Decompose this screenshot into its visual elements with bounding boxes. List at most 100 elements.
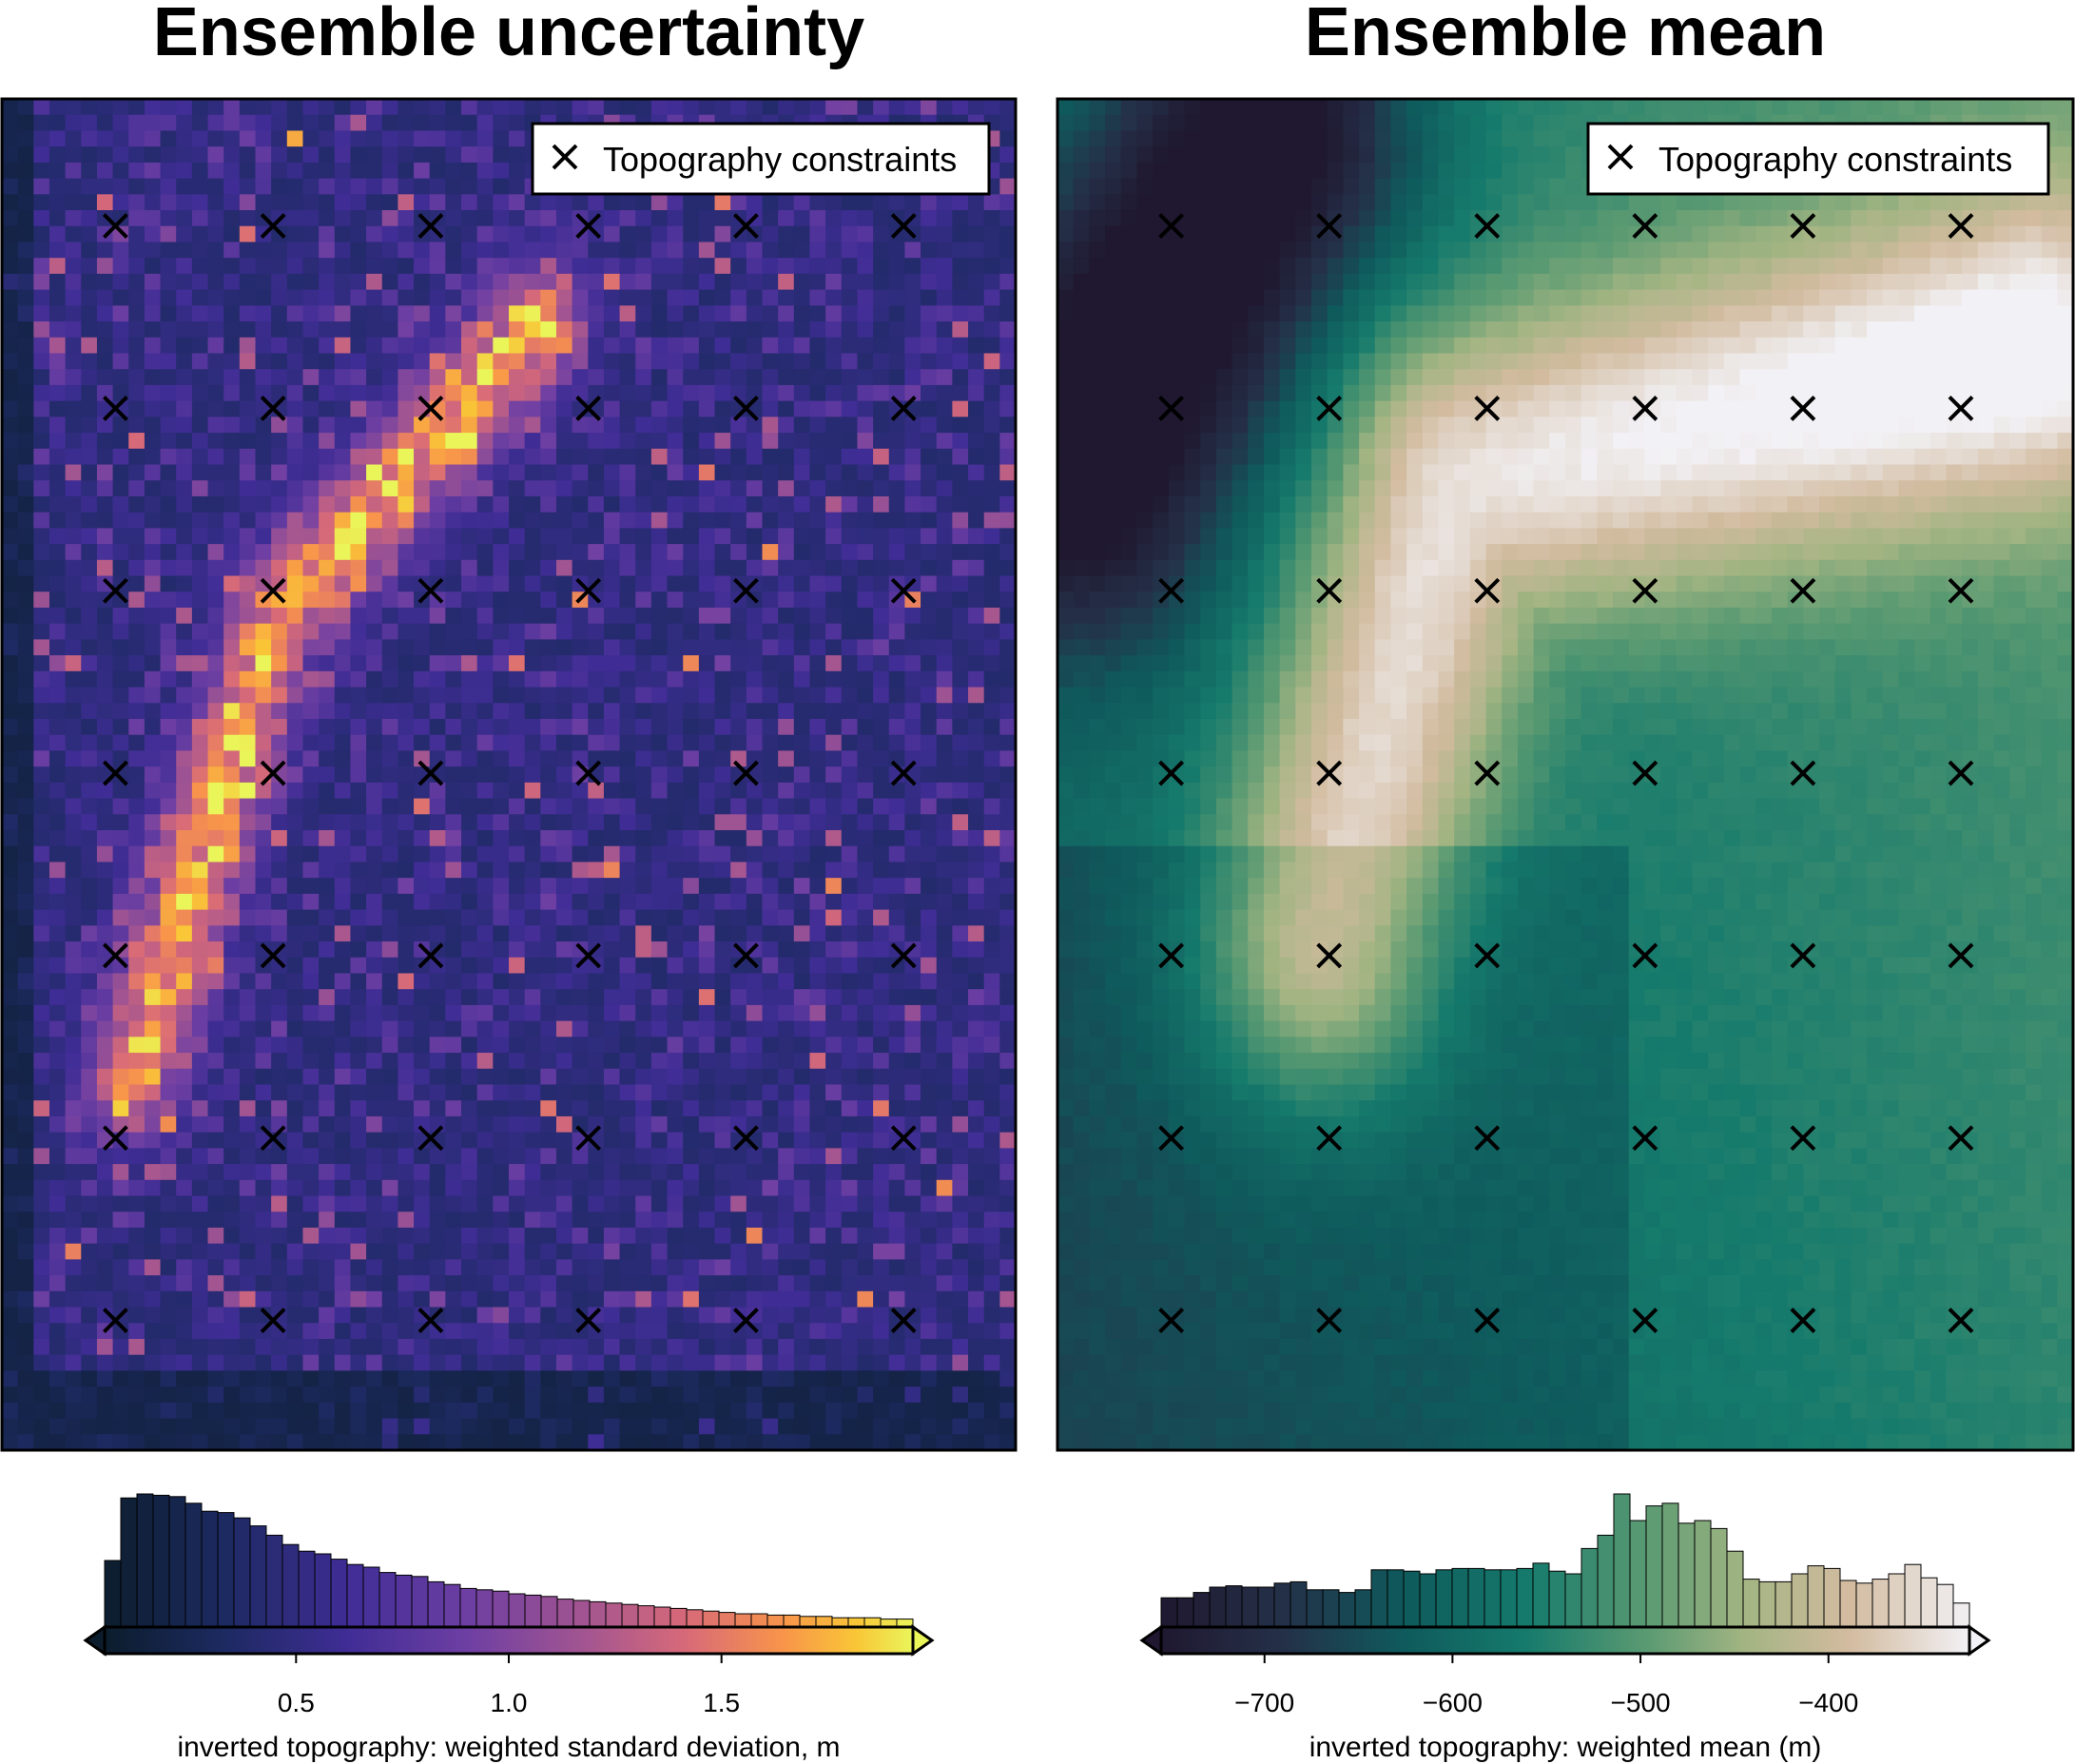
- uncertainty-cell: [714, 559, 731, 577]
- uncertainty-cell: [33, 1290, 50, 1308]
- uncertainty-cell: [65, 607, 82, 625]
- uncertainty-cell: [841, 210, 859, 227]
- uncertainty-cell: [461, 114, 478, 132]
- uncertainty-cell: [445, 782, 462, 800]
- uncertainty-cell: [762, 384, 779, 402]
- uncertainty-cell: [809, 448, 826, 466]
- uncertainty-cell: [619, 99, 636, 116]
- uncertainty-cell: [952, 830, 969, 847]
- uncertainty-cell: [793, 400, 811, 417]
- uncertainty-cell: [96, 941, 114, 959]
- uncertainty-cell: [81, 862, 98, 879]
- uncertainty-cell: [2, 941, 19, 959]
- uncertainty-cell: [524, 1323, 541, 1340]
- uncertainty-cell: [319, 1243, 336, 1260]
- uncertainty-cell: [334, 1290, 352, 1308]
- uncertainty-cell: [144, 862, 162, 879]
- uncertainty-cell: [381, 225, 399, 243]
- uncertainty-cell: [160, 862, 177, 879]
- uncertainty-cell: [778, 480, 795, 497]
- uncertainty-cell: [667, 464, 684, 481]
- uncertainty-cell: [207, 210, 224, 227]
- uncertainty-cell: [144, 146, 162, 164]
- uncertainty-cell: [667, 273, 684, 291]
- uncertainty-cell: [619, 1290, 636, 1308]
- uncertainty-cell: [239, 258, 257, 275]
- uncertainty-cell: [841, 1115, 859, 1134]
- uncertainty-cell: [714, 1004, 731, 1022]
- uncertainty-cell: [540, 289, 557, 306]
- uncertainty-cell: [555, 1164, 573, 1181]
- uncertainty-cell: [2, 448, 19, 466]
- uncertainty-cell: [572, 989, 589, 1006]
- uncertainty-cell: [667, 1275, 684, 1292]
- uncertainty-cell: [667, 305, 684, 322]
- uncertainty-cell: [793, 1275, 811, 1292]
- uncertainty-cell: [366, 559, 383, 577]
- uncertainty-cell: [572, 1307, 589, 1324]
- uncertainty-cell: [667, 607, 684, 625]
- uncertainty-cell: [809, 575, 826, 592]
- uncertainty-cell: [778, 575, 795, 592]
- uncertainty-cell: [873, 1100, 890, 1117]
- uncertainty-cell: [286, 194, 304, 211]
- uncertainty-cell: [952, 225, 969, 243]
- uncertainty-cell: [319, 417, 336, 434]
- uncertainty-cell: [888, 1195, 906, 1212]
- uncertainty-cell: [619, 1068, 636, 1086]
- uncertainty-cell: [921, 1243, 938, 1260]
- uncertainty-cell: [968, 417, 985, 434]
- uncertainty-cell: [635, 830, 652, 847]
- uncertainty-cell: [572, 353, 589, 370]
- uncertainty-cell: [936, 337, 953, 355]
- uncertainty-cell: [793, 225, 811, 243]
- uncertainty-cell: [445, 623, 462, 640]
- uncertainty-cell: [555, 369, 573, 386]
- uncertainty-cell: [81, 369, 98, 386]
- uncertainty-cell: [160, 703, 177, 720]
- uncertainty-cell: [366, 1084, 383, 1101]
- uncertainty-cell: [730, 448, 747, 466]
- uncertainty-cell: [334, 957, 352, 975]
- uncertainty-cell: [857, 782, 874, 800]
- uncertainty-cell: [540, 1164, 557, 1181]
- uncertainty-cell: [825, 1243, 843, 1260]
- uncertainty-cell: [588, 1323, 605, 1340]
- uncertainty-cell: [524, 989, 541, 1006]
- uncertainty-cell: [809, 798, 826, 815]
- uncertainty-cell: [302, 162, 320, 180]
- uncertainty-cell: [825, 782, 843, 800]
- uncertainty-cell: [999, 1227, 1017, 1245]
- uncertainty-cell: [17, 146, 34, 164]
- uncertainty-cell: [730, 417, 747, 434]
- uncertainty-cell: [366, 337, 383, 355]
- uncertainty-cell: [572, 845, 589, 863]
- uncertainty-cell: [635, 1195, 652, 1212]
- uncertainty-cell: [255, 750, 272, 767]
- uncertainty-cell: [302, 480, 320, 497]
- uncertainty-cell: [509, 670, 526, 688]
- uncertainty-cell: [493, 384, 510, 402]
- uncertainty-cell: [999, 845, 1017, 863]
- uncertainty-cell: [793, 321, 811, 339]
- uncertainty-cell: [96, 448, 114, 466]
- uncertainty-cell: [350, 973, 367, 990]
- uncertainty-cell: [176, 1100, 193, 1117]
- uncertainty-cell: [255, 1290, 272, 1308]
- uncertainty-cell: [825, 99, 843, 116]
- uncertainty-cell: [778, 1004, 795, 1022]
- uncertainty-cell: [540, 973, 557, 990]
- uncertainty-cell: [366, 782, 383, 800]
- uncertainty-cell: [334, 862, 352, 879]
- uncertainty-cell: [334, 973, 352, 990]
- uncertainty-cell: [366, 607, 383, 625]
- uncertainty-cell: [746, 623, 764, 640]
- uncertainty-cell: [524, 575, 541, 592]
- uncertainty-cell: [128, 512, 145, 529]
- uncertainty-cell: [350, 1020, 367, 1037]
- uncertainty-cell: [493, 1290, 510, 1308]
- uncertainty-cell: [493, 687, 510, 704]
- uncertainty-cell: [48, 1132, 67, 1149]
- uncertainty-cell: [509, 258, 526, 275]
- uncertainty-cell: [873, 973, 890, 990]
